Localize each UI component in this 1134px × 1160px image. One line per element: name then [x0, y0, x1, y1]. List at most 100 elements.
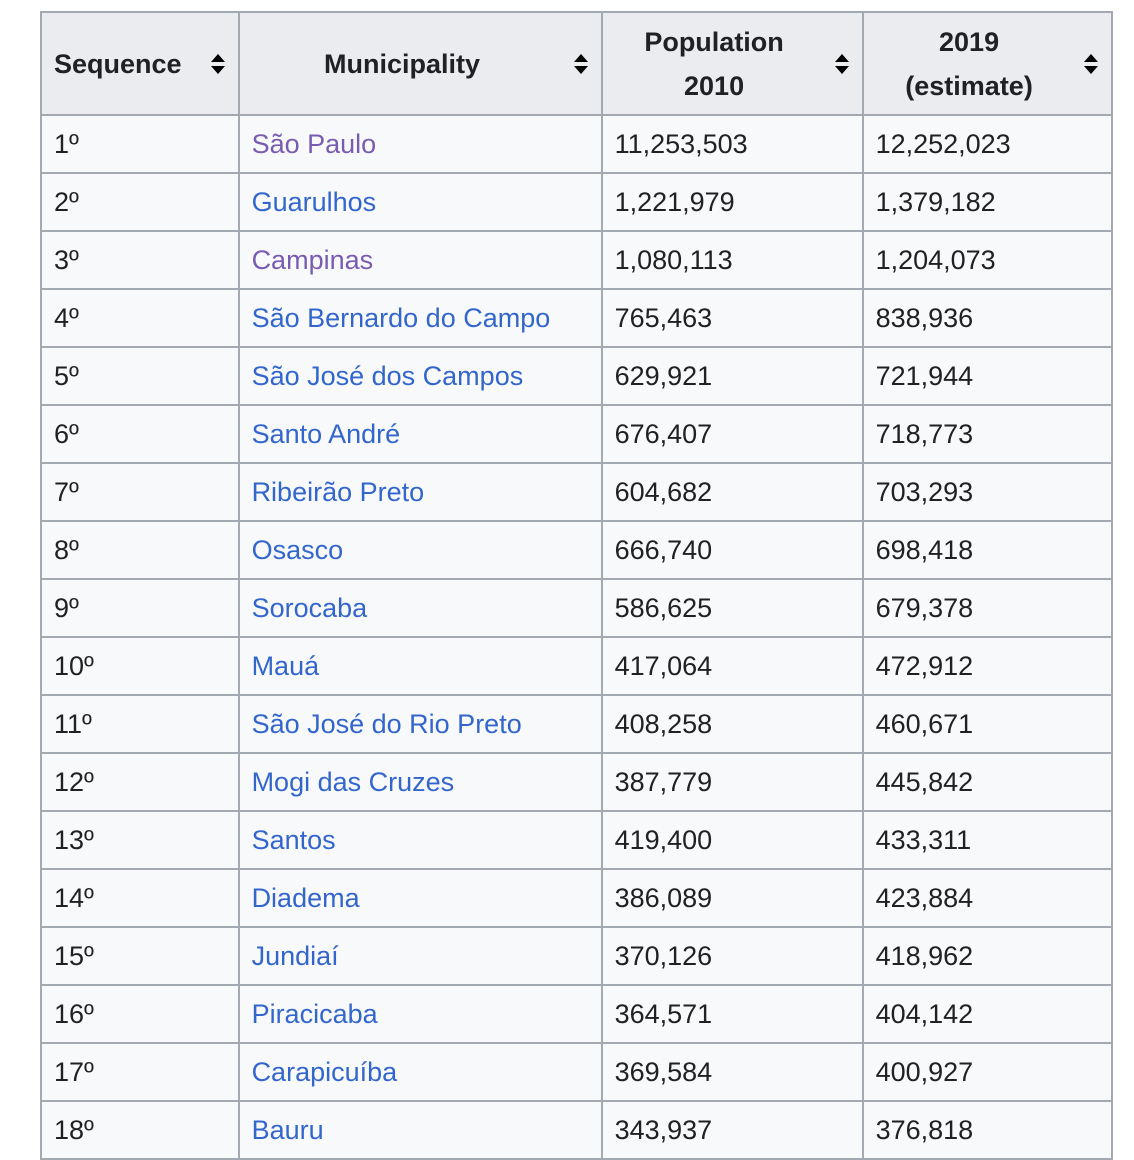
sequence-cell: 12º — [40, 752, 240, 812]
sort-up-down-icon[interactable] — [834, 52, 850, 76]
population-2010-cell: 604,682 — [600, 462, 864, 522]
table-row: 6º Santo André 676,407 718,773 — [40, 404, 1113, 464]
table-row: 11º São José do Rio Preto 408,258 460,671 — [40, 694, 1113, 754]
municipality-link[interactable]: Santo André — [251, 419, 401, 449]
municipality-link[interactable]: Mogi das Cruzes — [251, 767, 455, 797]
table-header: Sequence Municipality Population 2010 20… — [40, 11, 1113, 116]
municipality-link[interactable]: Diadema — [251, 883, 360, 913]
population-2010-cell: 387,779 — [600, 752, 864, 812]
estimate-2019-cell: 721,944 — [861, 346, 1113, 406]
column-header-municipality[interactable]: Municipality — [237, 11, 603, 116]
table-row: 3º Campinas 1,080,113 1,204,073 — [40, 230, 1113, 290]
estimate-2019-cell: 1,204,073 — [861, 230, 1113, 290]
population-2010-cell: 666,740 — [600, 520, 864, 580]
municipality-cell: Jundiaí — [237, 926, 603, 986]
table-row: 7º Ribeirão Preto 604,682 703,293 — [40, 462, 1113, 522]
population-2010-cell: 676,407 — [600, 404, 864, 464]
table-row: 1º São Paulo 11,253,503 12,252,023 — [40, 114, 1113, 174]
municipality-link[interactable]: Mauá — [251, 651, 320, 681]
municipality-cell: Mogi das Cruzes — [237, 752, 603, 812]
sequence-cell: 2º — [40, 172, 240, 232]
municipality-link[interactable]: Jundiaí — [251, 941, 339, 971]
municipality-cell: Sorocaba — [237, 578, 603, 638]
sequence-cell: 13º — [40, 810, 240, 870]
sequence-cell: 5º — [40, 346, 240, 406]
sort-up-down-icon[interactable] — [1083, 52, 1099, 76]
sequence-cell: 9º — [40, 578, 240, 638]
table-row: 2º Guarulhos 1,221,979 1,379,182 — [40, 172, 1113, 232]
table-row: 13º Santos 419,400 433,311 — [40, 810, 1113, 870]
estimate-2019-cell: 445,842 — [861, 752, 1113, 812]
municipality-link[interactable]: Carapicuíba — [251, 1057, 398, 1087]
estimate-2019-cell: 679,378 — [861, 578, 1113, 638]
population-2010-cell: 419,400 — [600, 810, 864, 870]
estimate-2019-cell: 460,671 — [861, 694, 1113, 754]
sequence-cell: 16º — [40, 984, 240, 1044]
population-2010-cell: 369,584 — [600, 1042, 864, 1102]
estimate-2019-cell: 698,418 — [861, 520, 1113, 580]
table-row: 8º Osasco 666,740 698,418 — [40, 520, 1113, 580]
municipality-link[interactable]: São José dos Campos — [251, 361, 524, 391]
table-row: 5º São José dos Campos 629,921 721,944 — [40, 346, 1113, 406]
column-header-estimate-2019[interactable]: 2019 (estimate) — [861, 11, 1113, 116]
population-2010-cell: 765,463 — [600, 288, 864, 348]
municipality-link[interactable]: Guarulhos — [251, 187, 377, 217]
municipality-cell: São José dos Campos — [237, 346, 603, 406]
municipality-link[interactable]: Campinas — [251, 245, 374, 275]
column-header-population-2010[interactable]: Population 2010 — [600, 11, 864, 116]
estimate-2019-cell: 400,927 — [861, 1042, 1113, 1102]
municipality-cell: Ribeirão Preto — [237, 462, 603, 522]
population-2010-cell: 343,937 — [600, 1100, 864, 1160]
population-header-line1: Population — [644, 26, 784, 57]
municipality-cell: Osasco — [237, 520, 603, 580]
column-header-sequence[interactable]: Sequence — [40, 11, 240, 116]
municipality-cell: Guarulhos — [237, 172, 603, 232]
sequence-cell: 18º — [40, 1100, 240, 1160]
municipality-link[interactable]: Sorocaba — [251, 593, 368, 623]
sequence-cell: 11º — [40, 694, 240, 754]
municipality-link[interactable]: Ribeirão Preto — [251, 477, 425, 507]
estimate-2019-cell: 703,293 — [861, 462, 1113, 522]
municipality-link[interactable]: Piracicaba — [251, 999, 378, 1029]
table-body: 1º São Paulo 11,253,503 12,252,023 2º Guarulh… — [40, 114, 1113, 1160]
municipality-cell: Piracicaba — [237, 984, 603, 1044]
sort-up-down-icon[interactable] — [573, 52, 589, 76]
table-row: 16º Piracicaba 364,571 404,142 — [40, 984, 1113, 1044]
table-row: 10º Mauá 417,064 472,912 — [40, 636, 1113, 696]
header-row: Sequence Municipality Population 2010 20… — [40, 11, 1113, 116]
municipality-link[interactable]: São Bernardo do Campo — [251, 303, 551, 333]
estimate-2019-cell: 472,912 — [861, 636, 1113, 696]
municipality-link[interactable]: Santos — [251, 825, 336, 855]
estimate-2019-cell: 418,962 — [861, 926, 1113, 986]
municipality-cell: Campinas — [237, 230, 603, 290]
municipality-cell: São Bernardo do Campo — [237, 288, 603, 348]
population-2010-cell: 11,253,503 — [600, 114, 864, 174]
estimate-2019-cell: 838,936 — [861, 288, 1113, 348]
sequence-cell: 15º — [40, 926, 240, 986]
municipality-cell: Carapicuíba — [237, 1042, 603, 1102]
column-header-population-2010-label: Population 2010 — [603, 20, 862, 108]
table-row: 15º Jundiaí 370,126 418,962 — [40, 926, 1113, 986]
sequence-cell: 6º — [40, 404, 240, 464]
municipality-link[interactable]: São José do Rio Preto — [251, 709, 522, 739]
municipality-link[interactable]: Bauru — [251, 1115, 324, 1145]
population-2010-cell: 1,221,979 — [600, 172, 864, 232]
municipality-cell: Diadema — [237, 868, 603, 928]
municipality-cell: Santo André — [237, 404, 603, 464]
column-header-estimate-2019-label: 2019 (estimate) — [864, 20, 1111, 108]
estimate-2019-cell: 433,311 — [861, 810, 1113, 870]
sequence-cell: 17º — [40, 1042, 240, 1102]
estimate-2019-cell: 404,142 — [861, 984, 1113, 1044]
table-row: 17º Carapicuíba 369,584 400,927 — [40, 1042, 1113, 1102]
sort-up-down-icon[interactable] — [210, 52, 226, 76]
population-2010-cell: 629,921 — [600, 346, 864, 406]
table-row: 14º Diadema 386,089 423,884 — [40, 868, 1113, 928]
municipality-cell: Bauru — [237, 1100, 603, 1160]
population-2010-cell: 364,571 — [600, 984, 864, 1044]
sequence-cell: 3º — [40, 230, 240, 290]
municipality-link[interactable]: São Paulo — [251, 129, 377, 159]
municipality-link[interactable]: Osasco — [251, 535, 344, 565]
population-header-line2: 2010 — [684, 70, 745, 101]
column-header-sequence-label: Sequence — [54, 48, 182, 79]
population-2010-cell: 1,080,113 — [600, 230, 864, 290]
